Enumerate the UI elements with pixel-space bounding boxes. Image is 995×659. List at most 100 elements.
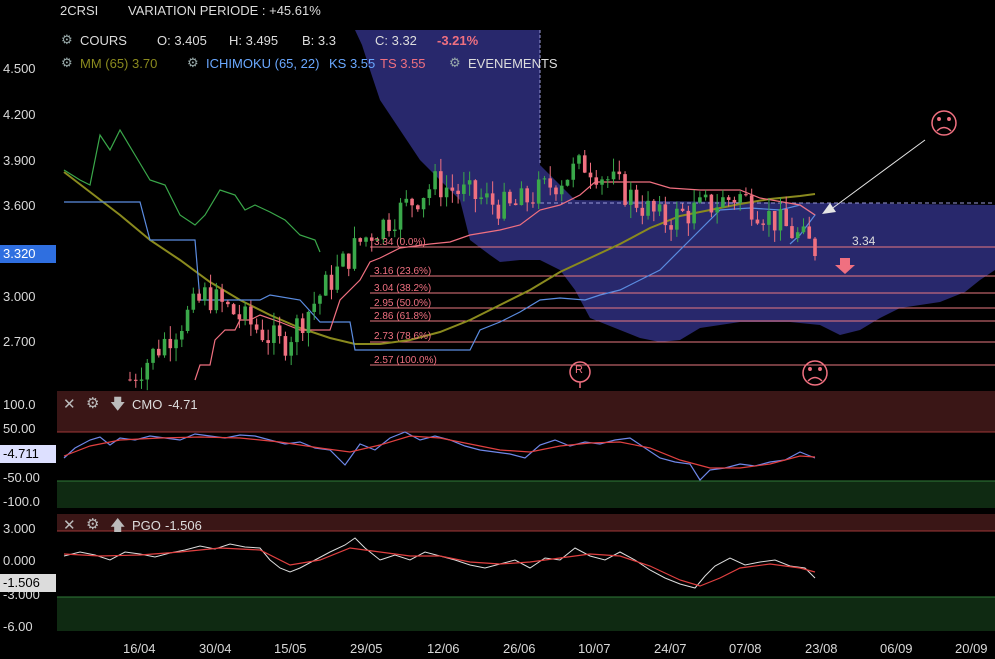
candle-body (133, 379, 138, 381)
ichimoku-cloud (355, 30, 995, 342)
candle-body (479, 197, 483, 200)
candlesticks (128, 150, 817, 391)
date-tick: 07/08 (729, 641, 762, 656)
ichimoku-label[interactable]: ICHIMOKU (65, 22) (206, 56, 320, 71)
symbol-title: 2CRSI (60, 3, 99, 18)
price-tick: 3.900 (3, 153, 36, 168)
fib-label: 2.86 (61.8%) (374, 311, 432, 322)
candle-body (473, 180, 478, 200)
gear-icon[interactable]: ⚙ (61, 32, 73, 47)
gear-icon[interactable]: ⚙ (86, 516, 100, 533)
candle-body (289, 342, 293, 356)
gear-icon[interactable]: ⚙ (187, 55, 199, 70)
candle-body (214, 289, 219, 311)
annotation-arrow (829, 139, 926, 211)
candle-body (669, 225, 673, 230)
candle-body (231, 304, 236, 315)
candle-body (767, 211, 771, 225)
candle-body (795, 232, 800, 239)
candle-body (237, 314, 242, 320)
pgo-tick: 3.000 (3, 521, 36, 536)
down-arrow-icon (835, 258, 855, 274)
price-tick: 3.600 (3, 198, 36, 213)
candle-body (168, 338, 173, 349)
candle-body (346, 253, 351, 269)
move-up-icon[interactable]: 🡅 (110, 517, 126, 534)
candle-body (145, 362, 150, 380)
date-tick: 20/09 (955, 641, 988, 656)
mm-65-line (63, 171, 816, 345)
main-price-panel (63, 30, 995, 391)
candle-body (525, 188, 529, 203)
date-tick: 30/04 (199, 641, 232, 656)
candle-body (485, 193, 489, 198)
candle-body (335, 266, 340, 290)
candle-body (790, 226, 794, 239)
candle-body (404, 198, 409, 203)
pgo-panel (57, 514, 995, 631)
candle-body (416, 205, 420, 210)
candle-body (277, 325, 282, 337)
candle-body (565, 179, 570, 186)
candle-body (392, 229, 397, 232)
price-tick: 3.000 (3, 289, 36, 304)
fib-label: 3.04 (38.2%) (374, 283, 432, 294)
date-tick: 10/07 (578, 641, 611, 656)
cmo-tick: 50.00 (3, 421, 36, 436)
gear-icon[interactable]: ⚙ (86, 395, 100, 412)
low-value: B: 3.3 (302, 33, 336, 48)
candle-body (536, 179, 541, 204)
pgo-main-line (63, 537, 816, 589)
pgo-tick: -6.00 (3, 619, 33, 634)
price-tick: 2.700 (3, 334, 36, 349)
pgo-current-box: -1.506 (0, 574, 56, 592)
gear-icon[interactable]: ⚙ (61, 55, 73, 70)
fib-label: 3.34 (0.0%) (374, 237, 426, 248)
cmo-main-line (63, 431, 816, 481)
cours-label[interactable]: COURS (80, 33, 127, 48)
candle-body (502, 191, 506, 219)
gear-icon[interactable]: ⚙ (449, 55, 461, 70)
candle-body (128, 379, 132, 381)
mm-label[interactable]: MM (65) 3.70 (80, 56, 158, 71)
pgo-signal-line (63, 547, 816, 587)
move-down-icon[interactable]: 🡇 (110, 396, 126, 413)
ks-label: KS 3.55 (329, 56, 376, 71)
close-value: C: 3.32 (375, 33, 417, 48)
candle-body (772, 211, 777, 231)
candle-body (623, 174, 627, 205)
candle-body (300, 318, 305, 334)
candle-body (577, 155, 581, 164)
variation-label: VARIATION PERIODE : +45.61% (128, 3, 321, 18)
candle-body (456, 190, 460, 194)
tenkan-line (194, 181, 816, 381)
close-icon[interactable]: ✕ (63, 396, 76, 413)
high-value: H: 3.495 (229, 33, 279, 48)
candle-body (617, 171, 622, 175)
cmo-tick: 100.0 (3, 397, 36, 412)
candle-body (151, 348, 155, 363)
candle-body (185, 309, 190, 331)
candle-body (652, 200, 656, 212)
close-icon[interactable]: ✕ (63, 517, 76, 534)
candle-body (139, 379, 144, 381)
candle-body (249, 306, 253, 325)
pgo-value: -1.506 (165, 518, 202, 533)
candle-body (444, 187, 449, 198)
event-marker[interactable] (569, 361, 591, 388)
candle-body (663, 204, 668, 226)
candle-body (462, 184, 466, 194)
candle-body (318, 295, 322, 304)
candle-body (709, 194, 714, 213)
cmo-tick: -50.00 (3, 470, 40, 485)
date-tick: 24/07 (654, 641, 687, 656)
candle-body (180, 330, 184, 340)
candle-body (761, 223, 765, 225)
candle-body (692, 202, 696, 224)
change-value: -3.21% (437, 33, 479, 48)
ts-label: TS 3.55 (380, 56, 426, 71)
date-tick: 29/05 (350, 641, 383, 656)
candle-body (387, 219, 391, 232)
events-label[interactable]: EVENEMENTS (468, 56, 558, 71)
